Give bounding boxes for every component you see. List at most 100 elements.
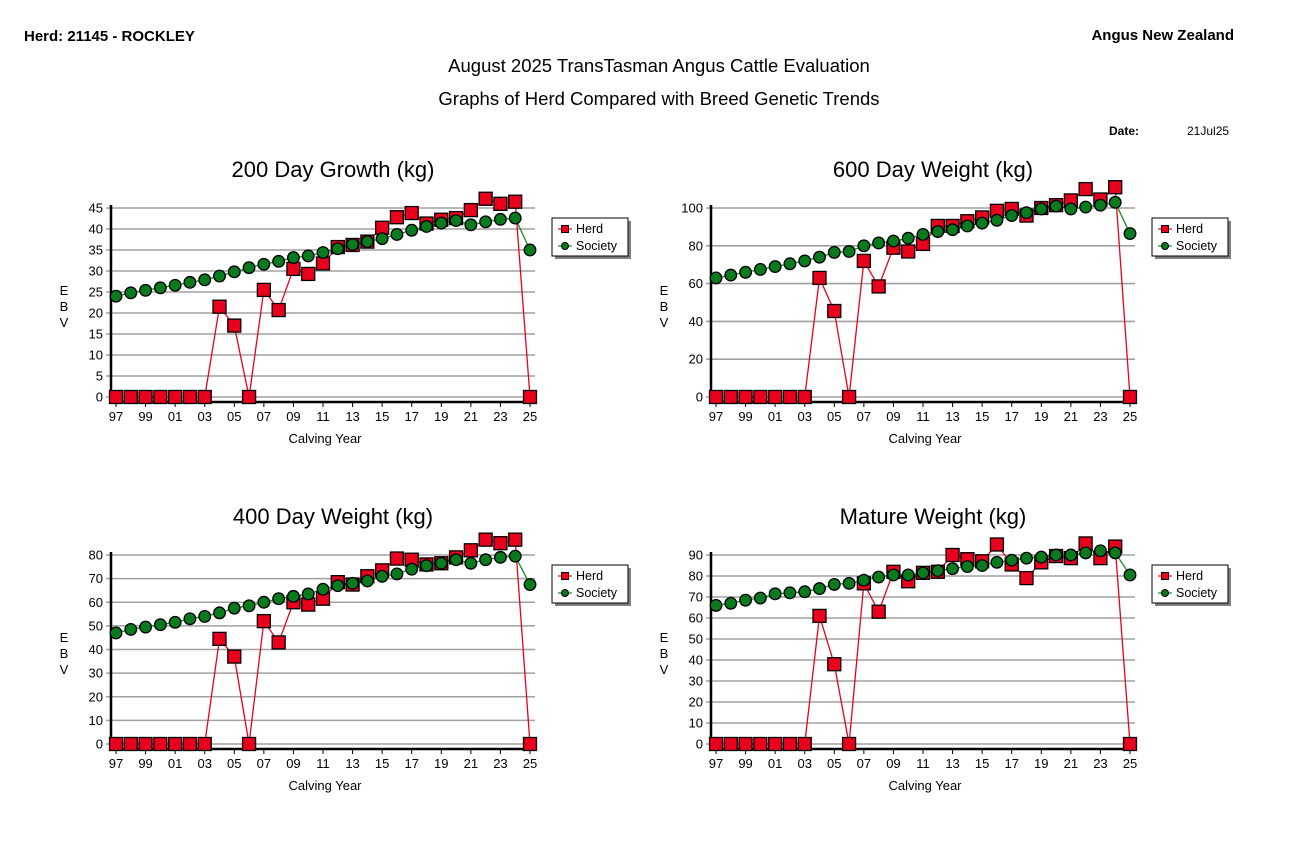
herd-point	[1122, 389, 1138, 405]
society-point	[286, 589, 300, 603]
y-tick-label: 80	[689, 238, 703, 253]
x-tick-label: 09	[886, 756, 900, 771]
legend-society-label: Society	[1176, 586, 1218, 600]
society-point	[183, 275, 197, 289]
herd-line	[116, 538, 531, 745]
society-point	[301, 249, 315, 263]
society-point	[523, 578, 537, 591]
society-point	[227, 265, 241, 279]
society-point	[183, 612, 197, 626]
y-tick-label: 60	[689, 611, 703, 626]
society-point	[975, 559, 989, 572]
society-point	[1079, 200, 1093, 214]
y-tick-label: 50	[689, 632, 703, 647]
x-tick-label: 21	[464, 756, 478, 771]
legend-society-label: Society	[1176, 239, 1218, 253]
date-label: Date:	[1109, 124, 1140, 138]
society-point	[1079, 546, 1093, 560]
society-point	[109, 626, 123, 640]
society-point	[508, 211, 522, 225]
x-tick-label: 13	[345, 756, 359, 771]
herd-point	[782, 736, 798, 752]
chart-200-day-growth: 200 Day Growth (kg) 0 5 10 15 20 25 30 35 40 45 97 9…	[0, 150, 640, 480]
society-point	[1123, 227, 1137, 240]
legend: Herd Society	[551, 217, 631, 259]
society-point	[153, 618, 167, 632]
y-tick-label: 0	[696, 390, 703, 405]
society-point	[872, 570, 886, 584]
y-tick-label: 10	[89, 713, 103, 728]
herd-point	[871, 604, 886, 619]
herd-point	[256, 282, 272, 298]
legend: Herd Society	[1151, 564, 1231, 606]
herd-point	[1019, 570, 1034, 586]
society-point	[1093, 544, 1107, 558]
x-tick-label: 01	[768, 756, 782, 771]
chart-title: Mature Weight (kg)	[840, 504, 1027, 529]
y-axis-label: EBV	[60, 283, 69, 330]
herd-point	[478, 191, 493, 206]
society-point	[213, 606, 226, 620]
society-point	[827, 245, 841, 259]
x-tick-label: 03	[797, 409, 811, 424]
herd-point	[197, 736, 212, 752]
x-tick-label: 17	[404, 756, 418, 771]
society-point	[857, 573, 871, 587]
x-axis-label: Calving Year	[889, 778, 963, 793]
herd-label: Herd: 21145 - ROCKLEY	[24, 28, 195, 45]
society-point	[1123, 568, 1137, 582]
society-point	[316, 582, 330, 596]
x-tick-label: 25	[1123, 409, 1137, 424]
y-tick-label: 20	[689, 352, 703, 367]
chart-title: 200 Day Growth (kg)	[232, 157, 435, 182]
x-tick-label: 07	[857, 409, 871, 424]
x-tick-label: 09	[286, 409, 300, 424]
y-tick-label: 30	[89, 264, 103, 279]
legend-herd-marker-icon	[1161, 225, 1169, 233]
society-point	[124, 286, 138, 300]
chart-svg: 600 Day Weight (kg) 0 20 40 60 80 100 97 99 01 03 0…	[660, 157, 1231, 446]
herd-point	[197, 389, 212, 405]
society-point	[139, 620, 153, 634]
y-axis-label-letter: V	[660, 662, 669, 677]
y-axis-label: EBV	[660, 283, 669, 330]
society-point	[1020, 551, 1033, 565]
herd-point	[753, 389, 768, 405]
society-point	[331, 242, 345, 256]
x-tick-label: 23	[493, 409, 507, 424]
herd-point	[123, 736, 138, 752]
x-tick-label: 15	[375, 409, 389, 424]
society-point	[990, 213, 1004, 227]
society-point	[153, 281, 167, 295]
herd-point	[286, 261, 301, 277]
society-point	[479, 215, 493, 229]
herd-point	[708, 736, 724, 752]
society-point	[739, 265, 753, 279]
y-tick-label: 40	[89, 642, 103, 657]
x-tick-label: 25	[523, 409, 537, 424]
herd-point	[1122, 736, 1138, 752]
herd-point	[108, 389, 124, 405]
legend-society-marker-icon	[561, 589, 569, 597]
y-axis-label-letter: E	[60, 283, 69, 298]
society-point	[916, 566, 930, 580]
society-point	[901, 568, 915, 582]
society-point	[916, 228, 930, 241]
herd-point	[797, 389, 812, 405]
society-point	[798, 585, 812, 599]
y-axis-label-letter: E	[60, 630, 69, 645]
society-point	[493, 550, 507, 564]
herd-point	[812, 270, 827, 286]
y-tick-label: 70	[689, 590, 703, 605]
society-point	[798, 254, 812, 268]
society-point	[493, 212, 507, 226]
x-tick-label: 99	[738, 409, 752, 424]
x-tick-label: 23	[1093, 756, 1107, 771]
x-tick-label: 01	[168, 756, 182, 771]
herd-point	[271, 302, 286, 318]
society-point	[109, 289, 123, 303]
x-tick-label: 23	[1093, 409, 1107, 424]
society-point	[1034, 550, 1048, 564]
society-point	[464, 218, 478, 232]
